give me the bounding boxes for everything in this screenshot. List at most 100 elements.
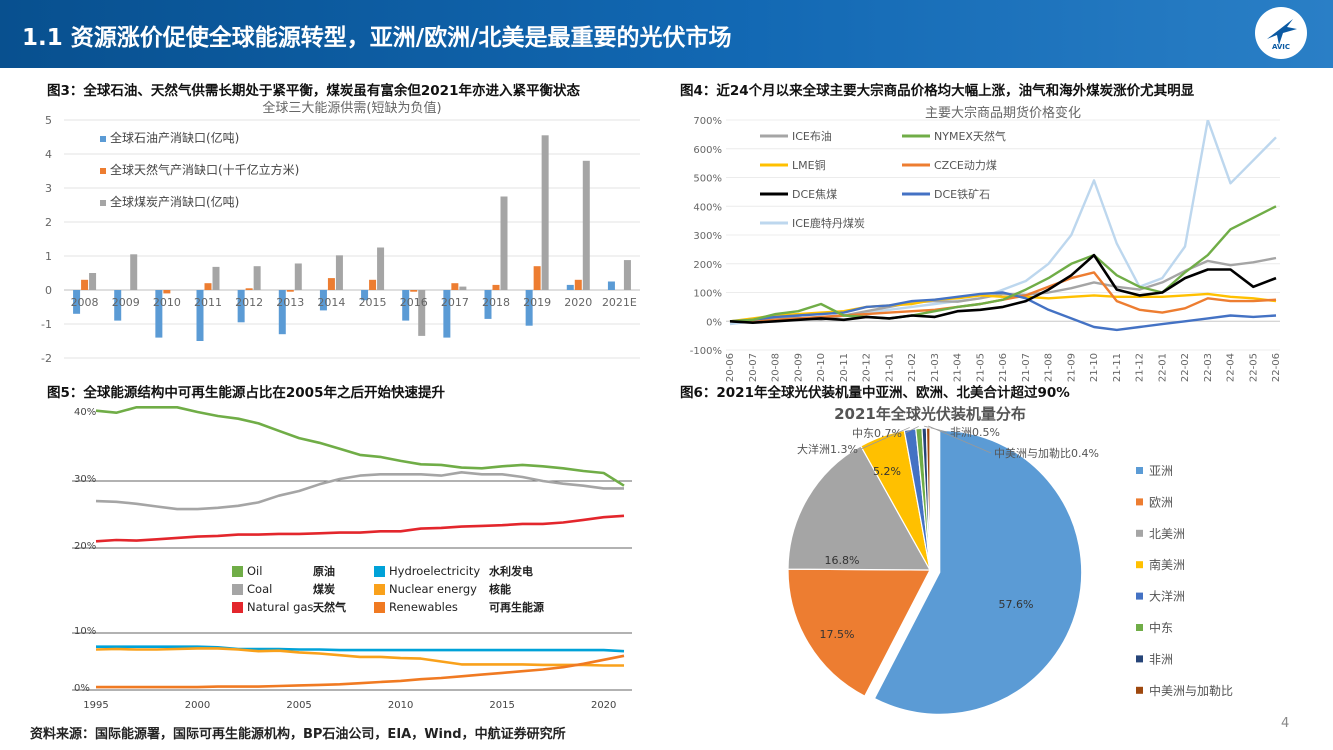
fig5-legend-label: Coal: [247, 582, 272, 596]
fig5-series-line: [95, 514, 625, 543]
fig3-ytick-label: 4: [45, 148, 52, 161]
fig4-xtick-label: 21-06: [998, 353, 1009, 382]
fig5-xtick-label: 2020: [591, 700, 616, 711]
fig4-xtick-label: 22-05: [1248, 353, 1259, 382]
fig5-legend-label-cn: 核能: [489, 582, 511, 596]
fig3-bar: [163, 290, 171, 294]
fig5-legend-label-cn: 水利发电: [489, 564, 533, 578]
fig5-ytick-label: 10%: [74, 626, 96, 637]
fig4-xtick-label: 21-02: [907, 353, 918, 382]
fig5-series-line: [95, 471, 624, 511]
fig6-data-label: 中东0.7%: [852, 427, 902, 440]
fig3-bar: [361, 290, 369, 301]
fig3-bar: [484, 290, 492, 319]
fig3-bar: [130, 254, 138, 290]
fig6-data-label: 17.5%: [820, 628, 855, 641]
fig6-pie-slice: [787, 568, 931, 697]
fig6-legend-swatch: [1136, 655, 1143, 663]
fig6-legend-label: 亚洲: [1149, 464, 1173, 478]
fig4-xtick-label: 21-08: [1044, 353, 1055, 382]
fig6-legend-swatch: [1136, 624, 1143, 631]
fig4-xtick-label: 22-03: [1203, 353, 1214, 382]
fig3-legend-swatch: [100, 200, 106, 206]
fig3-xtick-label: 2014: [317, 296, 345, 309]
fig6-legend-label: 欧洲: [1149, 495, 1173, 509]
fig5-legend-label: Hydroelectricity: [389, 564, 480, 578]
fig6-pie-slice: [925, 427, 931, 571]
fig5-ytick-label: 20%: [74, 541, 96, 552]
fig5-legend-label-cn: 可再生能源: [489, 600, 544, 614]
fig3-title: 全球三大能源供需(短缺为负值): [262, 100, 441, 116]
fig4-xtick-label: 21-01: [884, 353, 895, 382]
fig3-legend-label: 全球煤炭产消缺口(亿吨): [110, 194, 239, 209]
fig5-legend-swatch: [374, 566, 385, 577]
fig6-legend-swatch: [1136, 592, 1143, 600]
fig4-xtick-label: 20-08: [771, 353, 782, 382]
fig3-bar: [89, 273, 97, 290]
fig3-bar: [335, 255, 343, 290]
fig3-bar: [245, 288, 253, 290]
fig6-data-label: 非洲0.5%: [950, 426, 1000, 439]
fig3-bar: [566, 284, 574, 290]
fig5-xtick-label: 2005: [286, 700, 311, 711]
fig5-series-line: [95, 406, 625, 487]
fig3-bar: [525, 290, 533, 326]
fig4-line-chart: 主要大宗商品期货价格变化 -100% 0% 100% 200% 300% 400% 500% 6…: [690, 105, 1282, 382]
fig4-legend-label: NYMEX天然气: [934, 129, 1006, 143]
fig4-xtick-label: 22-06: [1271, 353, 1282, 382]
fig3-bar: [278, 290, 286, 335]
avic-logo: AVIC: [1255, 7, 1307, 59]
fig5-legend-swatch: [232, 566, 243, 577]
fig3-xtick-label: 2015: [359, 296, 387, 309]
fig5-ytick-label: 0%: [74, 683, 90, 694]
logo-text: AVIC: [1271, 43, 1291, 51]
page-number: 4: [1281, 716, 1290, 731]
fig3-bar: [410, 290, 418, 292]
fig6-data-label: 5.2%: [873, 465, 901, 478]
fig6-data-label: 大洋洲1.3%: [797, 442, 858, 456]
footer-source: 资料来源：国际能源署，国际可再生能源机构，BP石油公司，EIA，Wind，中航证…: [30, 727, 566, 742]
fig4-legend-label: ICE鹿特丹煤炭: [792, 216, 865, 230]
fig3-bar: [533, 266, 541, 290]
fig6-legend-swatch: [1136, 561, 1143, 569]
fig3-xtick-label: 2010: [153, 296, 181, 309]
fig3-bar: [500, 196, 508, 290]
fig3-bar: [418, 290, 426, 336]
fig4-legend-label: CZCE动力煤: [934, 159, 997, 172]
fig5-xtick-label: 2010: [388, 700, 413, 711]
fig4-xtick-label: 20-09: [793, 353, 804, 382]
fig3-xtick-label: 2008: [71, 296, 99, 309]
fig4-ytick-label: 700%: [693, 116, 722, 127]
fig3-legend-swatch: [100, 136, 106, 142]
fig3-caption: 图3：全球石油、天然气供需长期处于紧平衡，煤炭虽有富余但2021年亦进入紧平衡状…: [47, 83, 580, 99]
fig4-xtick-label: 21-09: [1066, 353, 1077, 382]
fig3-bar: [451, 283, 459, 290]
fig6-legend-swatch: [1136, 529, 1143, 537]
fig5-legend-swatch: [374, 602, 385, 613]
fig6-legend-swatch: [1136, 467, 1143, 474]
fig5-xtick-label: 2015: [489, 700, 514, 711]
fig4-ytick-label: 0%: [706, 317, 722, 328]
fig4-ytick-label: -100%: [690, 346, 722, 357]
fig3-legend-label: 全球石油产消缺口(亿吨): [110, 130, 239, 145]
page-title: 1.1 资源涨价促使全球能源转型，亚洲/欧洲/北美是最重要的光伏市场: [22, 25, 732, 51]
fig5-series-line: [96, 645, 625, 653]
fig4-ytick-label: 500%: [693, 174, 722, 185]
fig4-ytick-label: 100%: [693, 289, 722, 300]
fig6-legend-label: 大洋洲: [1149, 589, 1185, 604]
fig4-xtick-label: 21-07: [1021, 353, 1032, 382]
fig4-xtick-label: 21-05: [975, 353, 986, 382]
fig5-series-line: [95, 647, 624, 667]
fig5-legend-swatch: [232, 584, 243, 595]
fig3-xtick-label: 2012: [235, 296, 263, 309]
fig3-xtick-label: 2017: [441, 296, 469, 309]
fig3-bar: [294, 263, 302, 290]
fig4-legend-label: ICE布油: [792, 129, 832, 143]
fig3-ytick-label: -2: [41, 352, 52, 365]
fig4-xtick-label: 20-06: [725, 353, 736, 382]
fig4-xtick-label: 22-01: [1157, 353, 1168, 382]
fig3-bar: [204, 283, 212, 290]
fig4-series-line: [729, 253, 1277, 324]
fig4-xtick-label: 20-12: [862, 353, 873, 382]
fig6-legend-label: 非洲: [1149, 652, 1173, 666]
